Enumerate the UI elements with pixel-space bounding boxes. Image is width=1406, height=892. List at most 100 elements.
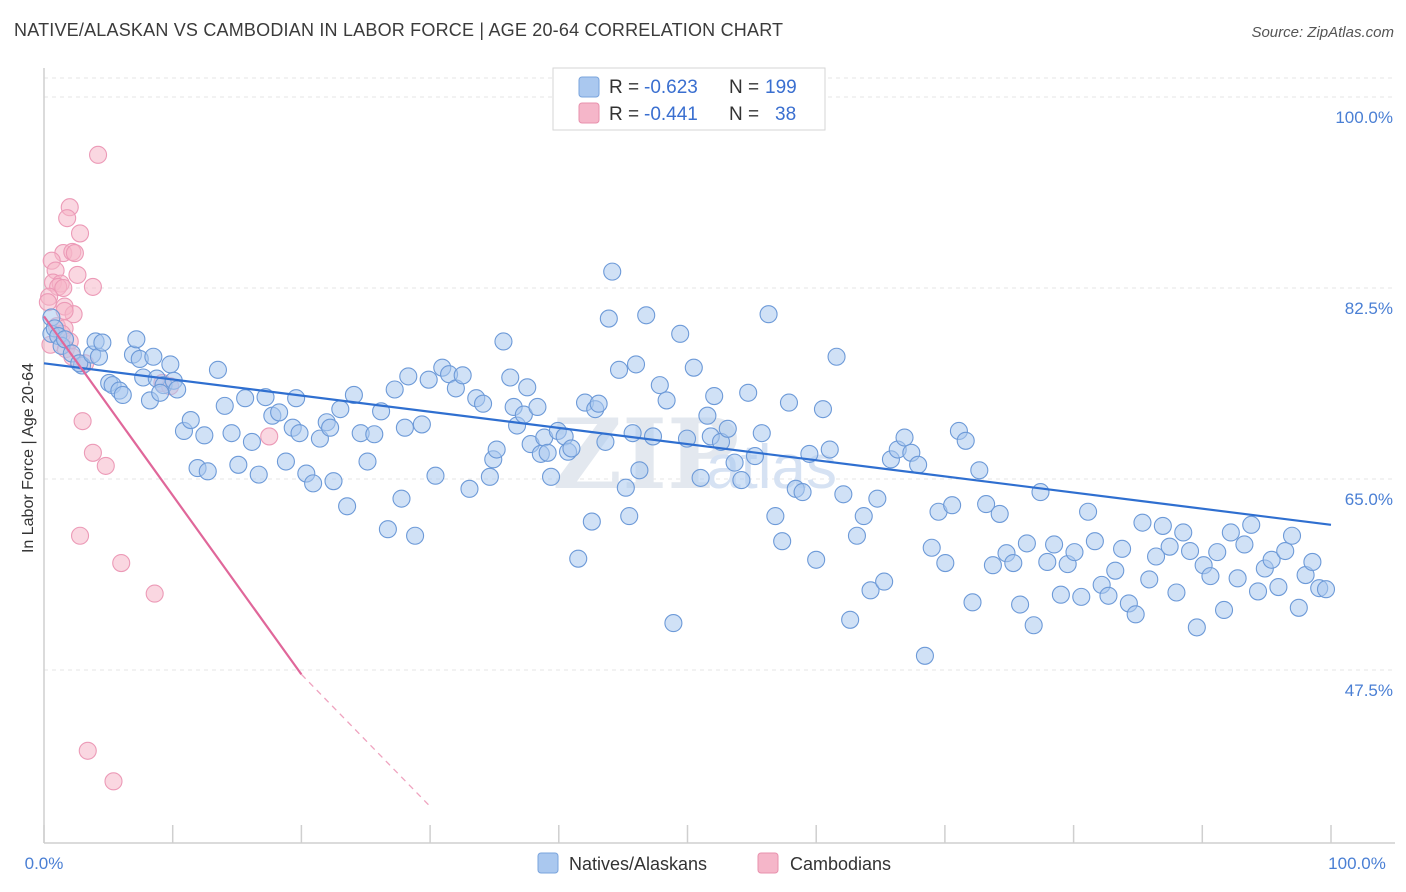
native-point-40 [249,465,268,484]
native-point-175 [1072,587,1091,606]
native-point-130 [766,507,785,526]
legend-swatch-natives [578,76,600,98]
native-point-119 [698,406,717,425]
native-point-145 [868,489,887,508]
native-point-166 [1011,595,1030,614]
native-point-174 [1065,543,1084,562]
chart-title: NATIVE/ALASKAN VS CAMBODIAN IN LABOR FOR… [14,20,784,40]
native-point-151 [909,455,928,474]
native-point-197 [1221,523,1240,542]
native-point-176 [1079,502,1098,521]
native-point-114 [664,614,683,633]
native-point-121 [705,387,724,406]
cambodian-point-9 [68,265,87,284]
native-point-137 [813,400,833,419]
legend-r-label-natives: R = [609,77,639,98]
x-tick-label-min: 0.0% [25,854,64,873]
native-point-27 [168,380,187,399]
native-point-211 [1316,580,1336,599]
native-point-98 [582,512,601,531]
native-point-152 [915,646,934,665]
native-point-172 [1051,585,1070,604]
native-point-167 [1017,534,1036,553]
native-point-191 [1180,541,1200,561]
native-point-41 [256,388,275,407]
native-point-136 [807,550,826,569]
native-point-132 [779,393,799,412]
bottom-legend-swatch-cambodians [757,852,779,874]
cambodian-point-37 [78,741,97,760]
native-point-162 [983,556,1002,575]
native-point-168 [1024,616,1043,635]
native-point-153 [922,538,941,557]
native-point-25 [161,355,180,374]
native-point-160 [970,461,989,480]
native-point-131 [773,532,792,551]
native-point-184 [1133,513,1152,532]
cambodian-point-36 [145,584,164,603]
native-point-205 [1276,541,1295,561]
legend-n-value-cambodians: 38 [775,104,796,125]
native-point-63 [392,489,411,508]
native-point-201 [1248,582,1268,601]
native-point-183 [1126,605,1145,624]
native-point-69 [426,466,445,485]
native-point-39 [242,432,261,451]
cambodian-point-3 [70,224,90,243]
native-point-36 [222,424,241,443]
native-point-138 [820,440,839,459]
native-point-187 [1153,516,1172,535]
native-point-203 [1262,550,1281,569]
series-legend: Natives/Alaskans Cambodians [537,852,891,874]
native-point-106 [620,507,639,526]
native-point-200 [1242,515,1261,534]
axes [43,68,1395,844]
native-point-190 [1174,523,1193,542]
native-point-143 [854,507,873,526]
native-point-34 [208,360,227,379]
trend-lines [43,315,1332,807]
legend-n-value-natives: 199 [765,77,797,98]
bottom-legend-swatch-natives [537,852,559,874]
native-point-76 [474,394,493,413]
native-point-79 [487,440,506,459]
native-point-54 [331,400,350,419]
native-point-140 [834,485,853,504]
native-point-38 [236,389,255,408]
cambodian-point-32 [83,443,102,462]
trend-line-cambodians [43,315,303,676]
native-point-46 [287,389,306,408]
native-point-16 [113,385,132,405]
native-point-24 [151,383,170,402]
native-point-91 [541,467,561,486]
legend-n-label-natives: N = [729,77,759,98]
native-point-207 [1289,598,1308,617]
native-point-87 [528,397,547,417]
native-point-33 [198,462,217,481]
correlation-legend: R = -0.623 N = 199 R = -0.441 N = 38 [552,67,826,131]
native-point-77 [480,467,499,486]
native-point-47 [290,424,309,443]
y-axis-title: In Labor Force | Age 20-64 [20,363,37,553]
native-point-28 [144,347,163,366]
native-point-55 [338,497,357,516]
native-point-199 [1235,535,1254,554]
native-point-144 [861,581,880,600]
native-point-58 [358,452,377,471]
bottom-legend-label-natives: Natives/Alaskans [569,854,707,874]
native-point-180 [1106,561,1125,580]
native-point-127 [745,447,765,466]
native-point-194 [1201,567,1220,586]
native-point-206 [1282,526,1302,545]
native-point-149 [895,428,914,447]
trend-line-cambodians-extension [300,673,431,807]
native-point-192 [1187,618,1206,637]
native-point-117 [684,358,703,377]
native-point-129 [759,305,778,324]
native-point-53 [324,472,343,491]
native-point-44 [276,452,295,471]
cambodian-point-13 [54,278,73,298]
native-point-181 [1113,539,1132,558]
native-point-171 [1045,535,1064,554]
